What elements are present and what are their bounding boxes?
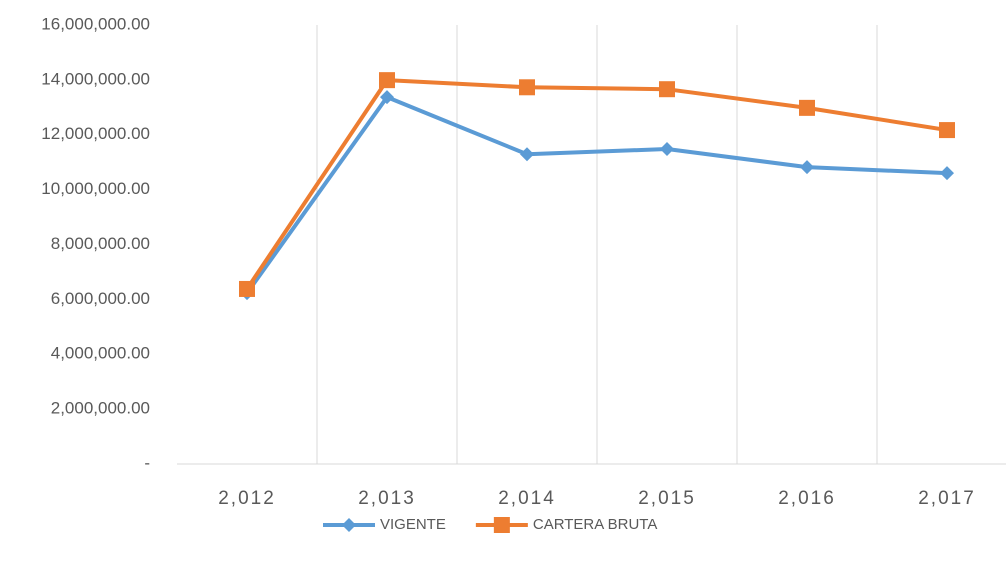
data-point [800,160,814,175]
legend-marker [493,517,510,533]
data-point [799,99,815,116]
y-tick-label: 16,000,000.00 [41,14,150,33]
x-tick-label: 2,012 [218,488,276,509]
y-tick-label: 6,000,000.00 [51,289,150,308]
y-tick-label: 2,000,000.00 [51,399,150,418]
x-tick-label: 2,013 [358,488,416,509]
data-point [379,72,395,89]
y-tick-label: 4,000,000.00 [51,344,150,363]
y-tick-label: 12,000,000.00 [41,124,150,143]
data-point [520,147,534,162]
data-point [239,280,255,297]
legend-label: VIGENTE [380,516,446,533]
data-point [660,142,674,157]
data-point [519,79,535,96]
x-tick-label: 2,014 [498,488,556,509]
data-point [940,166,954,181]
series-line [245,78,948,291]
x-tick-label: 2,016 [778,488,836,509]
data-point [659,81,675,98]
x-tick-label: 2,017 [918,488,976,509]
legend-label: CARTERA BRUTA [533,516,657,533]
y-tick-label: 8,000,000.00 [51,234,150,253]
x-tick-label: 2,015 [638,488,696,509]
data-point [380,90,394,105]
y-tick-label: 10,000,000.00 [41,179,150,198]
legend-marker [342,518,356,532]
y-tick-label: - [144,453,150,472]
y-tick-label: 14,000,000.00 [41,69,150,88]
data-point [939,122,955,139]
series-line [245,95,948,295]
